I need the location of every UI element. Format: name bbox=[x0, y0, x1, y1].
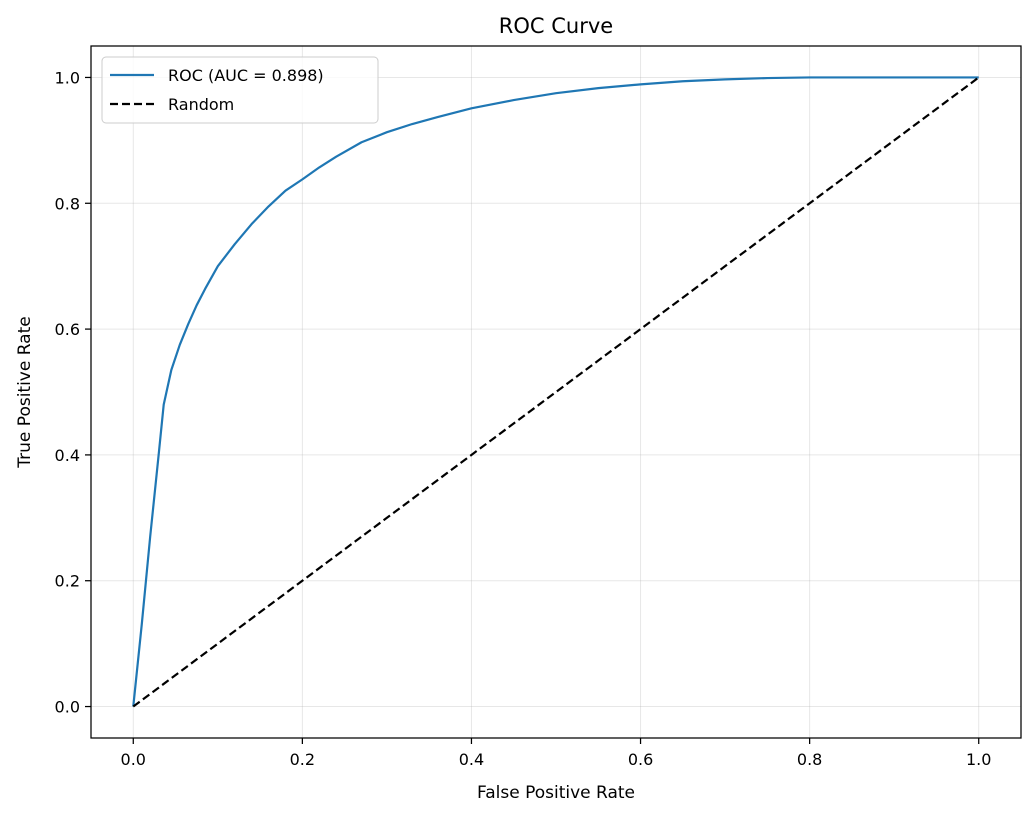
x-tick-label: 0.0 bbox=[121, 750, 146, 769]
y-tick-label: 0.4 bbox=[55, 446, 80, 465]
grid bbox=[91, 46, 1021, 738]
series-layer bbox=[132, 76, 980, 708]
legend: ROC (AUC = 0.898) Random bbox=[101, 56, 379, 124]
x-tick-label: 0.8 bbox=[797, 750, 822, 769]
legend-box bbox=[101, 56, 379, 124]
x-axis-label: False Positive Rate bbox=[477, 783, 635, 803]
x-tick-label: 1.0 bbox=[966, 750, 991, 769]
y-tick-label: 0.0 bbox=[55, 698, 80, 717]
x-tick-label: 0.4 bbox=[459, 750, 484, 769]
plot-frame bbox=[90, 45, 1022, 739]
y-tick-label: 1.0 bbox=[55, 68, 80, 87]
roc-curve-line bbox=[132, 76, 979, 707]
y-tick-label: 0.8 bbox=[55, 194, 80, 213]
y-axis-ticks: 0.0 0.2 0.4 0.6 0.8 1.0 bbox=[55, 68, 91, 717]
x-axis-ticks: 0.0 0.2 0.4 0.6 0.8 1.0 bbox=[121, 738, 991, 769]
y-axis-label: True Positive Rate bbox=[15, 316, 35, 468]
x-tick-label: 0.6 bbox=[628, 750, 653, 769]
random-baseline-line bbox=[132, 76, 980, 708]
legend-entry-label: ROC (AUC = 0.898) bbox=[168, 66, 324, 85]
y-tick-label: 0.2 bbox=[55, 572, 80, 591]
legend-entry-label: Random bbox=[168, 95, 234, 114]
chart-title: ROC Curve bbox=[499, 14, 613, 38]
y-tick-label: 0.6 bbox=[55, 320, 80, 339]
x-tick-label: 0.2 bbox=[290, 750, 315, 769]
